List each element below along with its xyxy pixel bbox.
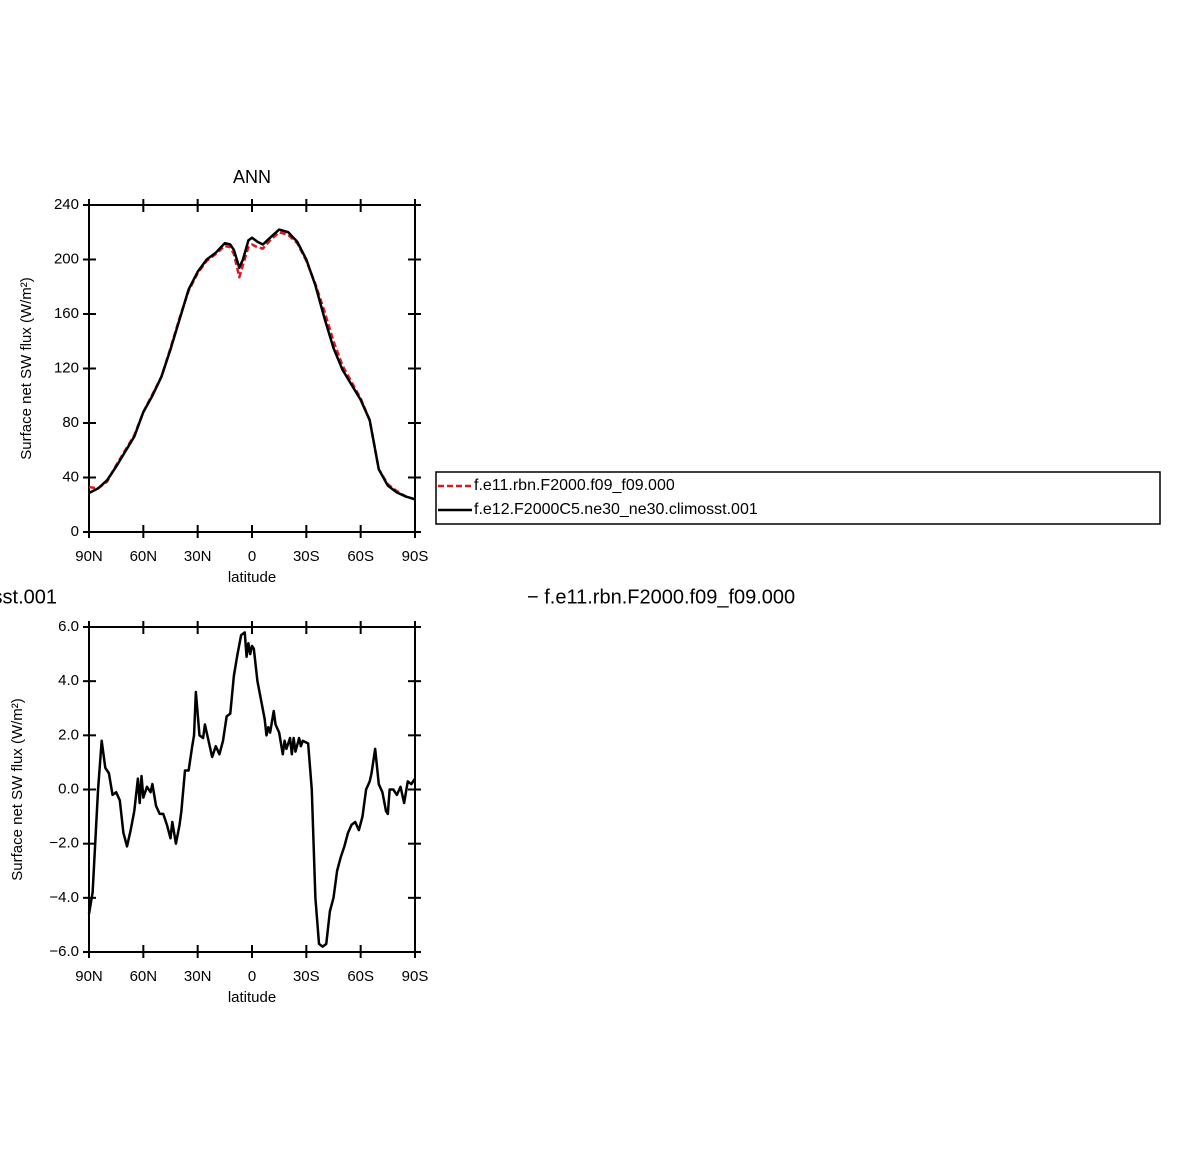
chart-title-left: f.e12.F2000C5.ne30_ne30.climosst.001 — [0, 586, 57, 608]
data-line — [87, 631, 417, 948]
x-tick-label: 30S — [293, 968, 320, 985]
legend-box — [435, 471, 1161, 525]
y-tick-label: −4.0 — [49, 889, 79, 906]
x-tick-label: 60N — [130, 548, 158, 565]
x-axis-label: latitude — [228, 569, 276, 586]
legend-label: f.e12.F2000C5.ne30_ne30.climosst.001 — [474, 501, 758, 518]
chart-title-right: − f.e11.rbn.F2000.f09_f09.000 — [527, 586, 795, 608]
chart-title: ANN — [233, 167, 271, 187]
x-tick-label: 60N — [130, 968, 158, 985]
x-axis-label: latitude — [228, 989, 276, 1006]
x-tick-label: 90N — [75, 548, 103, 565]
x-tick-label: 90S — [402, 968, 429, 985]
x-tick-label: 30S — [293, 548, 320, 565]
y-tick-label: 40 — [62, 468, 79, 485]
y-axis-label: Surface net SW flux (W/m²) — [9, 698, 26, 881]
y-tick-label: 240 — [54, 196, 79, 213]
legend-label: f.e11.rbn.F2000.f09_f09.000 — [474, 477, 675, 494]
y-tick-label: 120 — [54, 359, 79, 376]
x-tick-label: 60S — [347, 548, 374, 565]
x-tick-label: 0 — [248, 968, 256, 985]
y-tick-label: 160 — [54, 305, 79, 322]
y-axis-label: Surface net SW flux (W/m²) — [18, 277, 35, 460]
y-tick-label: 80 — [62, 414, 79, 431]
y-tick-label: 2.0 — [58, 726, 79, 743]
y-tick-label: 4.0 — [58, 672, 79, 689]
x-tick-label: 90S — [402, 548, 429, 565]
y-tick-label: −2.0 — [49, 835, 79, 852]
x-tick-label: 30N — [184, 548, 212, 565]
data-line — [88, 228, 416, 501]
x-tick-label: 90N — [75, 968, 103, 985]
x-tick-label: 30N — [184, 968, 212, 985]
x-tick-label: 0 — [248, 548, 256, 565]
x-tick-label: 60S — [347, 968, 374, 985]
y-tick-label: −6.0 — [49, 943, 79, 960]
data-line — [88, 231, 416, 501]
y-tick-label: 6.0 — [58, 618, 79, 635]
y-tick-label: 200 — [54, 250, 79, 267]
plot-frame — [88, 204, 416, 533]
y-tick-label: 0 — [71, 523, 79, 540]
y-tick-label: 0.0 — [58, 780, 79, 797]
